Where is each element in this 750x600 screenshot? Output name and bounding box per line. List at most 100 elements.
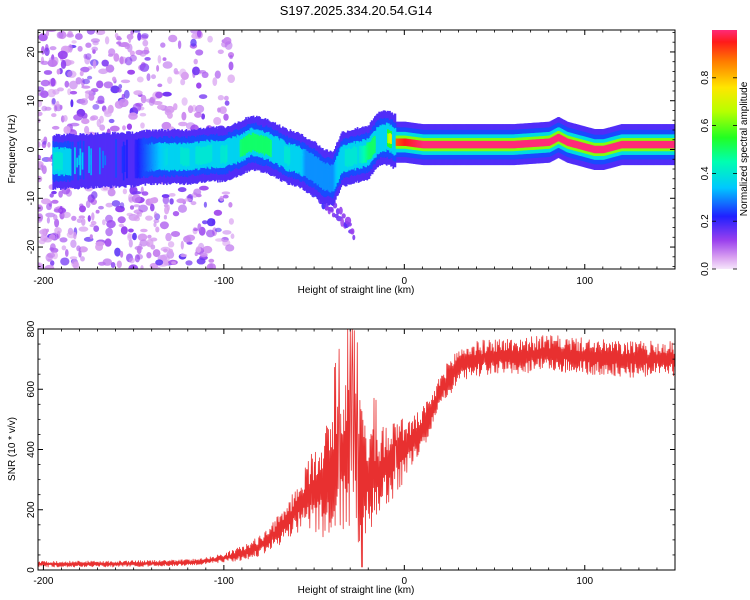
branch-blob [330, 207, 334, 213]
ridge-cell [297, 146, 299, 174]
noise-speckle [162, 61, 173, 69]
noise-speckle [118, 84, 123, 89]
ridge-cell [429, 140, 431, 149]
noise-speckle [53, 56, 59, 66]
noise-speckle [199, 252, 208, 258]
ridge-cell [506, 140, 508, 149]
ridge-cell [600, 145, 602, 154]
ridge-cell [420, 140, 423, 149]
noise-speckle [69, 256, 78, 260]
ridge-cell [626, 140, 628, 149]
noise-speckle [219, 106, 227, 114]
noise-speckle [56, 31, 64, 39]
ridge-cell [189, 143, 192, 170]
ridge-cell [417, 140, 419, 148]
noise-speckle [131, 194, 141, 203]
noise-speckle [40, 60, 49, 65]
ridge-cell [335, 159, 337, 187]
noise-speckle [137, 32, 142, 41]
noise-speckle [38, 86, 45, 92]
ridge-cell [637, 140, 639, 149]
ridge-cell [435, 140, 438, 149]
noise-speckle [44, 106, 52, 111]
ridge-cell [117, 132, 120, 187]
ridge-cell [653, 140, 655, 149]
ridge-cell [120, 132, 123, 187]
noise-speckle [69, 90, 78, 95]
noise-speckle [159, 221, 169, 230]
noise-speckle [103, 109, 111, 115]
ridge-cell [554, 135, 557, 143]
ridge-cell [572, 140, 574, 148]
noise-speckle [192, 66, 200, 76]
noise-speckle [110, 262, 116, 268]
noise-speckle [46, 203, 52, 211]
ridge-cell [652, 140, 654, 149]
ridge-cell [168, 144, 170, 172]
ridge-cell [91, 134, 94, 188]
ridge-cell [316, 158, 319, 186]
ridge-cell [599, 145, 601, 154]
noise-speckle [139, 112, 147, 117]
ridge-cell [571, 139, 573, 148]
ridge-cell [122, 154, 125, 165]
ridge-cell [184, 153, 187, 164]
ridge-cell [180, 152, 182, 163]
ridge-cell [623, 140, 625, 149]
ridge-cell [165, 150, 167, 161]
noise-speckle [119, 202, 125, 209]
ridge-cell [264, 142, 267, 152]
noise-speckle [140, 265, 144, 269]
ridge-cell [302, 157, 305, 168]
ridge-cell [568, 139, 571, 147]
ridge-cell [536, 139, 539, 147]
noise-speckle [212, 77, 218, 86]
noise-speckle [105, 202, 114, 208]
ridge-cell [148, 153, 151, 164]
noise-speckle [61, 211, 71, 219]
ridge-cell [73, 134, 75, 188]
spectrogram-xlabel: Height of straight line (km) [298, 285, 415, 296]
noise-speckle [206, 218, 216, 227]
ridge-cell [323, 171, 325, 182]
ridge-cell [500, 140, 503, 149]
ridge-cell [310, 161, 312, 171]
ridge-cell [410, 139, 413, 147]
noise-speckle [201, 113, 206, 120]
noise-speckle [133, 204, 141, 208]
ridge-cell [228, 137, 231, 165]
noise-speckle [196, 30, 202, 38]
ridge-cell [645, 140, 648, 149]
ridge-cell [322, 171, 324, 182]
ridge-cell [522, 140, 524, 148]
ridge-cell [489, 140, 492, 149]
noise-speckle [45, 30, 50, 37]
noise-speckle [128, 239, 133, 248]
ridge-cell [411, 139, 414, 147]
ridge-cell [387, 133, 389, 143]
ridge-cell [243, 142, 245, 153]
noise-speckle [162, 91, 172, 97]
ridge-cell [548, 138, 550, 146]
ridge-cell [588, 144, 591, 152]
ridge-cell [414, 139, 416, 148]
noise-speckle [153, 211, 158, 219]
ridge-cell [239, 142, 242, 152]
noise-speckle [67, 70, 77, 78]
ridge-cell [276, 136, 279, 164]
ridge-cell [328, 173, 331, 183]
ridge-cell [439, 140, 441, 149]
noise-speckle [120, 79, 131, 84]
noise-speckle [85, 90, 89, 100]
ridge-cell [518, 140, 520, 148]
ridge-cell [182, 151, 185, 161]
ridge-cell [577, 141, 580, 149]
noise-speckle [46, 217, 51, 224]
ridge-cell [479, 140, 481, 149]
ridge-cell [108, 133, 111, 187]
noise-speckle [62, 115, 68, 122]
snr-panel: -200 -100 0 100 0 200 400 600 800 Height of str… [7, 320, 676, 596]
ridge-cell [384, 125, 387, 152]
ridge-cell [537, 139, 540, 147]
ridge-cell [191, 143, 193, 171]
